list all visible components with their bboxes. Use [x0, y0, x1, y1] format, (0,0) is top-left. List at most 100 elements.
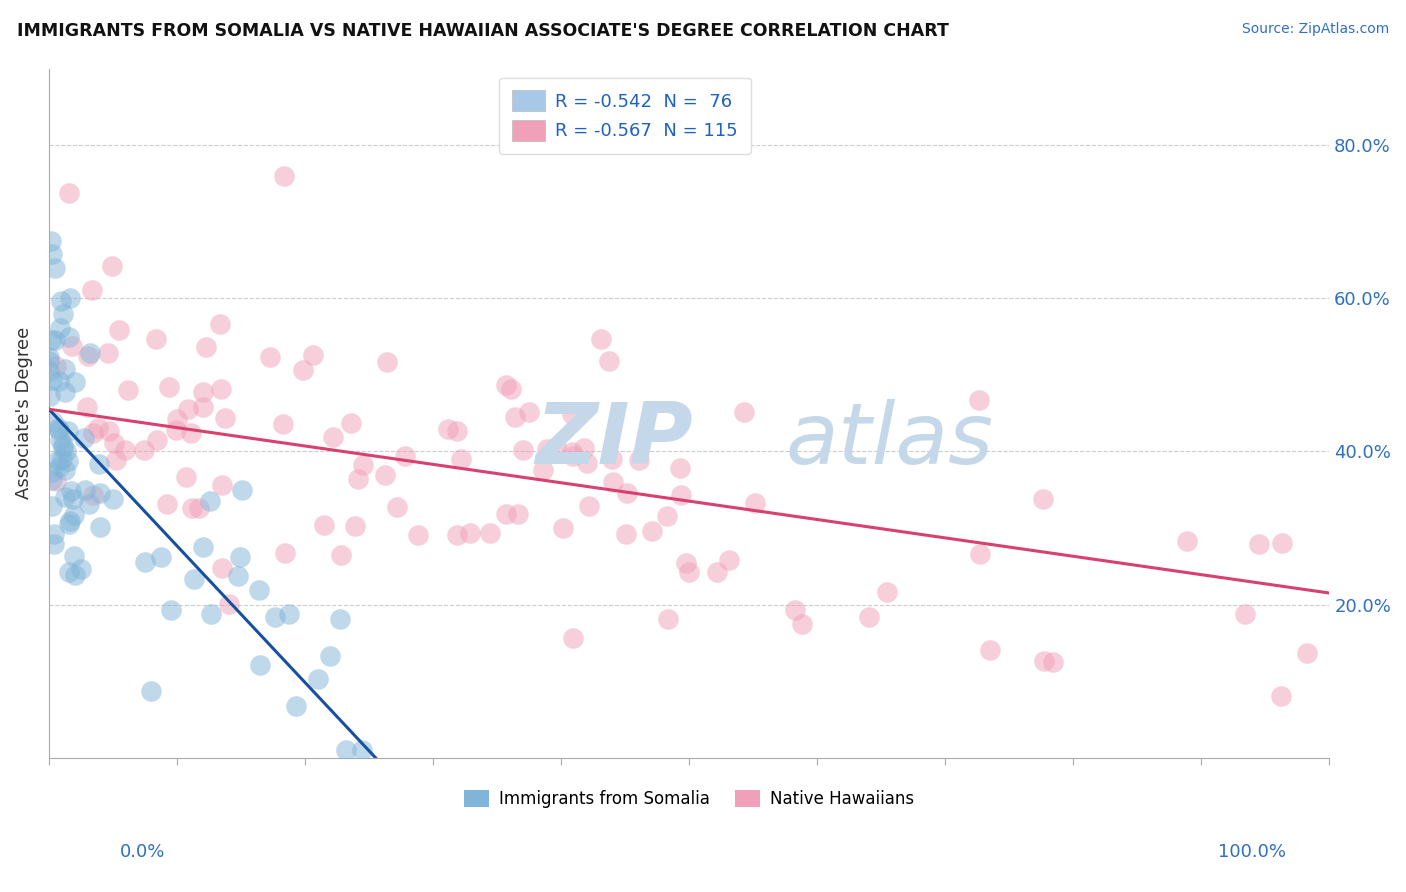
Text: 100.0%: 100.0% — [1219, 843, 1286, 861]
Point — [641, 524, 664, 539]
Point — [38, 364, 60, 378]
Point — [103, 436, 125, 450]
Point — [42, 527, 65, 541]
Point — [63, 375, 86, 389]
Point — [627, 453, 650, 467]
Point — [58, 516, 80, 531]
Point — [63, 568, 86, 582]
Point — [291, 362, 314, 376]
Point — [150, 549, 173, 564]
Point — [508, 507, 530, 521]
Point — [562, 450, 585, 464]
Point — [211, 561, 233, 575]
Point — [107, 323, 129, 337]
Point — [458, 525, 481, 540]
Point — [39, 234, 62, 248]
Point — [58, 565, 80, 579]
Point — [101, 259, 124, 273]
Point — [436, 422, 458, 436]
Point — [44, 261, 66, 276]
Point — [339, 416, 361, 430]
Legend: Immigrants from Somalia, Native Hawaiians: Immigrants from Somalia, Native Hawaiian… — [457, 783, 921, 814]
Point — [706, 566, 728, 580]
Point — [48, 375, 70, 389]
Point — [181, 501, 204, 516]
Point — [44, 536, 66, 550]
Point — [408, 528, 430, 542]
Point — [479, 526, 502, 541]
Point — [352, 743, 374, 757]
Point — [214, 411, 236, 425]
Point — [156, 498, 179, 512]
Point — [46, 420, 69, 434]
Point — [52, 441, 75, 455]
Point — [394, 449, 416, 463]
Point — [89, 485, 111, 500]
Point — [41, 473, 63, 487]
Point — [176, 401, 198, 416]
Point — [104, 453, 127, 467]
Point — [229, 550, 252, 565]
Text: atlas: atlas — [785, 399, 993, 483]
Point — [495, 377, 517, 392]
Point — [166, 411, 188, 425]
Point — [146, 433, 169, 447]
Point — [979, 642, 1001, 657]
Point — [53, 362, 76, 376]
Point — [200, 607, 222, 622]
Point — [346, 472, 368, 486]
Point — [1270, 690, 1292, 704]
Point — [1270, 536, 1292, 550]
Point — [48, 452, 70, 467]
Point — [614, 527, 637, 541]
Point — [41, 373, 63, 387]
Point — [134, 555, 156, 569]
Point — [60, 484, 83, 499]
Point — [48, 433, 70, 447]
Point — [174, 469, 197, 483]
Point — [598, 354, 620, 368]
Point — [858, 610, 880, 624]
Point — [117, 383, 139, 397]
Point — [678, 566, 700, 580]
Point — [82, 425, 104, 440]
Point — [561, 631, 583, 645]
Point — [602, 475, 624, 490]
Point — [53, 384, 76, 399]
Point — [145, 332, 167, 346]
Point — [209, 382, 232, 396]
Point — [228, 569, 250, 583]
Point — [194, 340, 217, 354]
Point — [259, 350, 281, 364]
Point — [967, 392, 990, 407]
Point — [343, 519, 366, 533]
Point — [247, 583, 270, 598]
Point — [1042, 655, 1064, 669]
Point — [675, 556, 697, 570]
Point — [329, 612, 352, 626]
Point — [1175, 534, 1198, 549]
Point — [79, 498, 101, 512]
Text: ZIP: ZIP — [536, 399, 693, 483]
Point — [38, 351, 60, 365]
Point — [544, 440, 567, 454]
Point — [330, 548, 353, 562]
Point — [783, 603, 806, 617]
Point — [198, 493, 221, 508]
Point — [72, 431, 94, 445]
Point — [561, 444, 583, 458]
Point — [59, 291, 82, 305]
Point — [335, 743, 357, 757]
Text: IMMIGRANTS FROM SOMALIA VS NATIVE HAWAIIAN ASSOCIATE'S DEGREE CORRELATION CHART: IMMIGRANTS FROM SOMALIA VS NATIVE HAWAII… — [17, 22, 949, 40]
Point — [718, 553, 741, 567]
Point — [38, 354, 60, 368]
Point — [38, 389, 60, 403]
Point — [48, 423, 70, 437]
Point — [551, 521, 574, 535]
Point — [79, 345, 101, 359]
Point — [744, 496, 766, 510]
Text: 0.0%: 0.0% — [120, 843, 165, 861]
Point — [517, 404, 540, 418]
Point — [141, 684, 163, 698]
Point — [56, 454, 79, 468]
